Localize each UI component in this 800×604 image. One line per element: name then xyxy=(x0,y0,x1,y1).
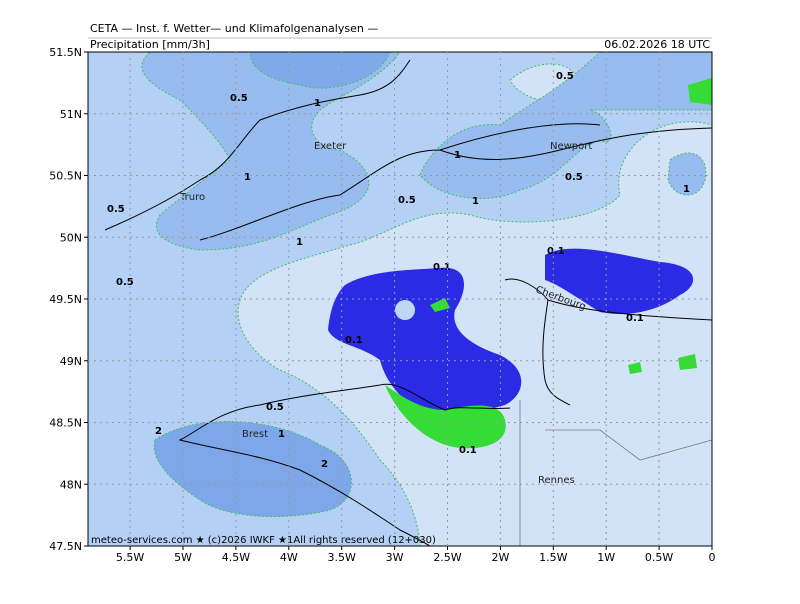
lon-label: 3W xyxy=(386,551,404,564)
contour-label: 0.5 xyxy=(266,402,284,413)
valid-time: 06.02.2026 18 UTC xyxy=(604,38,710,51)
contour-label: 0.5 xyxy=(116,277,134,288)
contour-label: 1 xyxy=(472,196,479,207)
lat-label: 48N xyxy=(60,478,82,491)
contour-label: 0.1 xyxy=(345,335,363,346)
lon-label: 4W xyxy=(280,551,298,564)
lat-label: 47.5N xyxy=(49,540,82,553)
contour-label: 1 xyxy=(454,150,461,161)
lon-label: 1W xyxy=(597,551,615,564)
contour-label: 0.5 xyxy=(565,172,583,183)
contour-label: 0.1 xyxy=(626,313,644,324)
lat-label: 49N xyxy=(60,355,82,368)
lon-label: 1.5W xyxy=(539,551,567,564)
contour-label: 0.1 xyxy=(547,246,565,257)
field-green xyxy=(385,78,712,449)
field-1-east xyxy=(667,152,707,196)
contour-label: 0.1 xyxy=(433,262,451,273)
lon-label: 0 xyxy=(709,551,716,564)
field-1 xyxy=(95,52,712,251)
contour-label: 0.5 xyxy=(398,195,416,206)
lon-label: 2W xyxy=(491,551,509,564)
contour-label: 2 xyxy=(155,426,162,437)
contour-label: 1 xyxy=(683,184,690,195)
place: Exeter xyxy=(314,141,347,152)
coastline-uk xyxy=(104,59,712,241)
field-0-1-east xyxy=(545,248,694,315)
lon-label: 5.5W xyxy=(116,551,144,564)
contour-label: 1 xyxy=(278,429,285,440)
lat-label: 51N xyxy=(60,108,82,121)
contour-label: 0.5 xyxy=(556,71,574,82)
place: Newport xyxy=(550,141,592,152)
region-borders xyxy=(519,400,712,546)
field-1-top xyxy=(249,52,391,89)
contour-label: 0.1 xyxy=(459,445,477,456)
lon-label: 3.5W xyxy=(328,551,356,564)
source-title: CETA — Inst. f. Wetter— und Klimafolgena… xyxy=(90,22,378,35)
contour-label: 0.5 xyxy=(107,204,125,215)
contour-label: 1 xyxy=(296,237,303,248)
footer-credit: meteo-services.com ★ (c)2026 IWKF ★1All … xyxy=(91,535,436,546)
place: Rennes xyxy=(538,475,575,486)
field-0-1 xyxy=(328,267,522,416)
product-title: Precipitation [mm/3h] xyxy=(90,38,210,51)
lat-label: 49.5N xyxy=(49,293,82,306)
hole xyxy=(395,300,415,320)
lon-label: 5W xyxy=(174,551,192,564)
contour-label: 0.5 xyxy=(230,93,248,104)
contour-label: 1 xyxy=(244,172,251,183)
lat-label: 51.5N xyxy=(49,46,82,59)
lat-label: 50N xyxy=(60,231,82,244)
place: Brest xyxy=(242,429,268,440)
place: Truro xyxy=(179,192,205,203)
contour-label: 2 xyxy=(321,459,328,470)
lat-label: 48.5N xyxy=(49,417,82,430)
lon-label: 0.5W xyxy=(645,551,673,564)
lat-label: 50.5N xyxy=(49,170,82,183)
lon-label: 4.5W xyxy=(222,551,250,564)
contour-labels: 0.5 1 0.5 1 1 0.5 1 0.5 1 1 0.5 0.5 0.1 … xyxy=(107,71,690,470)
contour-label: 1 xyxy=(314,98,321,109)
lon-label: 2.5W xyxy=(433,551,461,564)
